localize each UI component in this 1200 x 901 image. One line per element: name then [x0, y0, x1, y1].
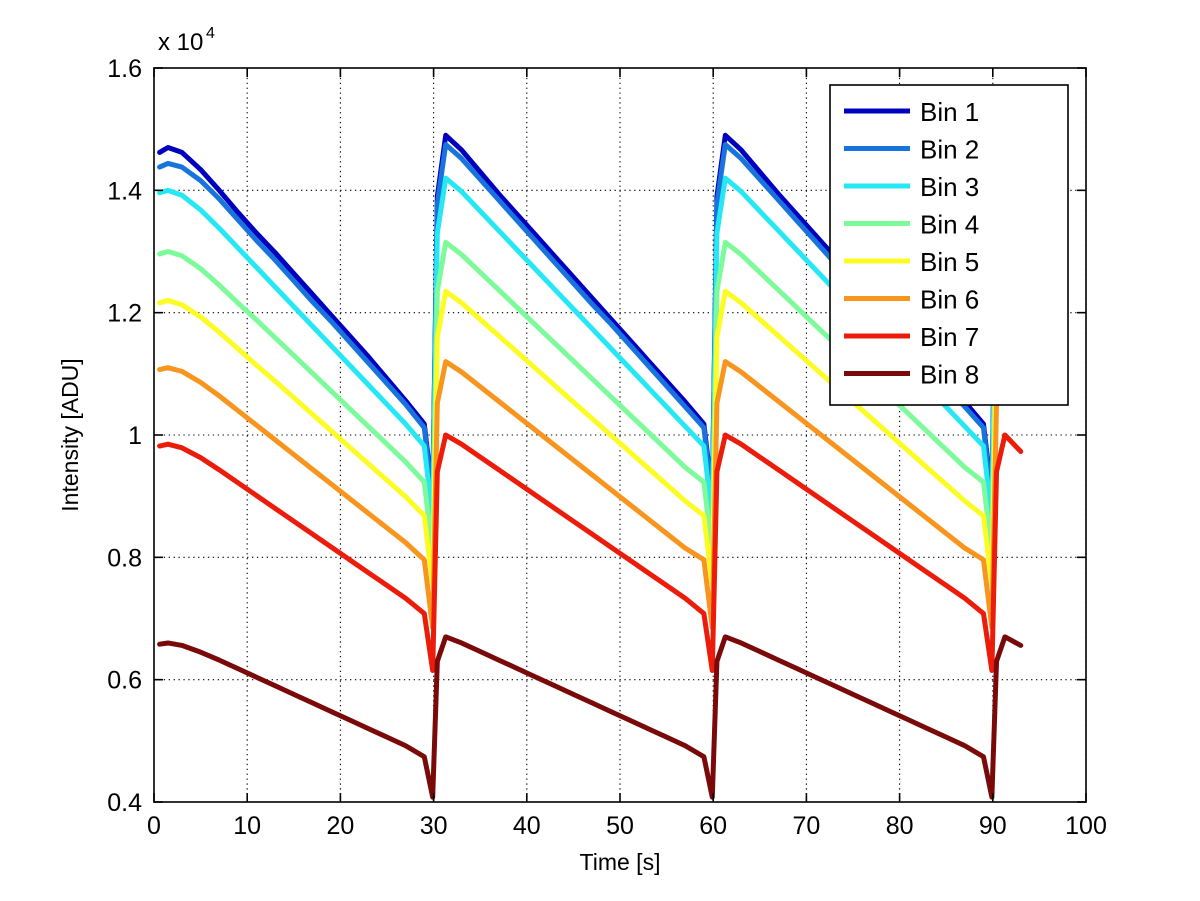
y-axis-tick-labels: 0.4 0.6 0.8 1 1.2 1.4 1.6	[107, 55, 142, 817]
legend-label-4: Bin 4	[920, 210, 979, 240]
y-tick-label: 1.6	[107, 55, 142, 83]
legend-label-5: Bin 5	[920, 247, 979, 277]
y-tick-label: 1	[128, 422, 142, 450]
legend-label-3: Bin 3	[920, 172, 979, 202]
y-axis-exponent-label: x 10 4	[158, 25, 215, 56]
x-tick-label: 40	[513, 812, 541, 840]
x-tick-label: 30	[420, 812, 448, 840]
x-tick-label: 70	[792, 812, 820, 840]
y-tick-label: 0.4	[107, 789, 142, 817]
legend-label-6: Bin 6	[920, 285, 979, 315]
legend-label-1: Bin 1	[920, 97, 979, 127]
series-line-5	[157, 288, 1024, 588]
y-tick-label: 1.2	[107, 300, 142, 328]
legend-label-8: Bin 8	[920, 360, 979, 390]
y-exponent-base: x 10	[158, 29, 203, 56]
series-line-7	[157, 432, 1024, 673]
x-axis-tick-labels: 0 10 20 30 40 50 60 70 80 90 100	[147, 812, 1107, 840]
x-tick-label: 50	[606, 812, 634, 840]
axis-titles: Time [s] Intensity [ADU]	[57, 358, 660, 875]
legend-label-7: Bin 7	[920, 322, 979, 352]
legend-label-2: Bin 2	[920, 135, 979, 165]
x-tick-label: 100	[1065, 812, 1107, 840]
x-tick-label: 0	[147, 812, 161, 840]
y-tick-label: 1.4	[107, 177, 142, 205]
data-series-layer	[157, 132, 1024, 800]
y-exponent-power: 4	[206, 25, 215, 42]
x-tick-label: 10	[233, 812, 261, 840]
y-axis-title: Intensity [ADU]	[57, 358, 83, 511]
y-tick-label: 0.8	[107, 544, 142, 572]
axis-ticks	[153, 67, 1087, 803]
legend: Bin 1 Bin 2 Bin 3 Bin 4 Bin 5 Bin 6 Bin 7 Bin 8	[829, 84, 1069, 406]
x-axis-title: Time [s]	[580, 849, 661, 875]
legend-box	[829, 84, 1069, 406]
x-tick-label: 20	[326, 812, 354, 840]
x-tick-label: 80	[886, 812, 914, 840]
series-line-6	[157, 359, 1024, 631]
y-tick-label: 0.6	[107, 667, 142, 695]
x-tick-label: 60	[699, 812, 727, 840]
x-tick-label: 90	[979, 812, 1007, 840]
series-line-8	[157, 634, 1024, 800]
